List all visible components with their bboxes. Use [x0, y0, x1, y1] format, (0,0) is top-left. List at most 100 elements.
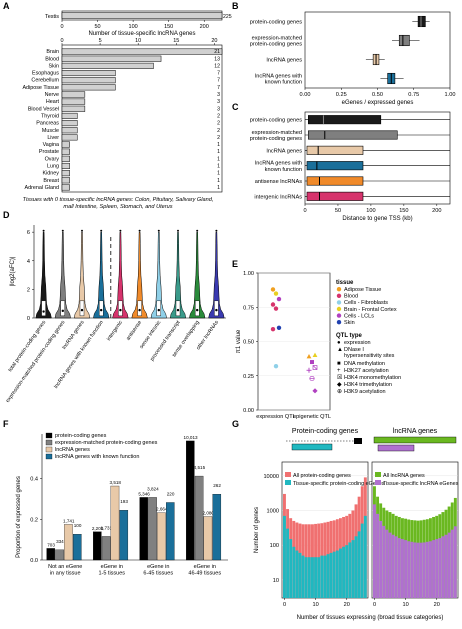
legend-symbol: ▲	[337, 347, 343, 353]
bar	[357, 531, 361, 598]
bar	[101, 536, 111, 561]
tick-label: 10	[273, 578, 279, 584]
point	[273, 306, 279, 311]
legend-symbol: ☒	[337, 374, 342, 381]
category-label: eGene in	[194, 564, 216, 570]
bar	[360, 523, 364, 598]
axis-label: |log2(aFC)|	[10, 256, 16, 286]
bar	[307, 557, 311, 598]
bar-label: Muscle	[42, 128, 59, 134]
bar-label: Skin	[49, 63, 60, 69]
panel-letter-d: D	[3, 210, 10, 220]
panel-letter-a: A	[3, 1, 10, 11]
legend-label: Blood	[344, 294, 358, 300]
tick-label: 0	[373, 602, 376, 608]
bar	[61, 12, 223, 19]
bar	[425, 541, 429, 598]
bar	[391, 534, 395, 598]
violin-box	[60, 300, 65, 317]
legend-swatch	[375, 472, 381, 477]
point	[306, 353, 312, 359]
point	[270, 302, 276, 307]
bar	[61, 141, 70, 148]
outlier-point	[215, 229, 218, 232]
bar	[453, 526, 457, 598]
bar-label: Adrenal Gland	[25, 185, 59, 191]
violin-median	[100, 308, 103, 312]
category-label: total protein-coding genes	[7, 319, 47, 373]
tick-label: 0.75	[243, 305, 254, 311]
data-label: 2,080	[202, 511, 214, 516]
panel-f: 0.0 0.2 0.4 Proportion of expressed genes 70…	[16, 432, 228, 576]
violin-median	[196, 308, 199, 312]
bar	[450, 529, 454, 598]
data-label: 2	[217, 121, 220, 127]
bar	[289, 539, 293, 598]
bar	[301, 555, 305, 598]
category-label: protein-coding genes	[250, 136, 302, 142]
data-label: 21	[214, 49, 220, 55]
category-label: intergenic lncRNAs	[254, 194, 302, 200]
bar	[441, 536, 445, 598]
bar	[432, 540, 436, 598]
point	[310, 360, 314, 365]
bar	[404, 540, 408, 598]
violin	[189, 231, 206, 319]
bar	[157, 512, 166, 561]
violin-median	[157, 308, 160, 312]
bar	[110, 485, 120, 561]
legend-swatch	[336, 313, 342, 318]
legend-swatch	[45, 439, 53, 446]
box	[306, 191, 364, 201]
bar-label: Lung	[47, 164, 59, 170]
bar	[314, 557, 318, 598]
bar	[61, 48, 223, 55]
tick-label: 1.00	[445, 92, 456, 98]
bar	[61, 120, 78, 127]
category-label: 46-49 tissues	[188, 570, 221, 576]
point	[276, 325, 282, 330]
point	[312, 352, 318, 357]
legend-label: expression	[344, 340, 371, 346]
bar	[345, 545, 349, 598]
bar	[61, 55, 162, 62]
violin-box	[41, 300, 46, 317]
legend-label: protein-coding genes	[55, 433, 107, 439]
bar	[203, 516, 213, 561]
outlier-point	[177, 229, 179, 232]
gene-model	[291, 443, 333, 451]
bar	[73, 534, 82, 561]
bar	[46, 548, 56, 561]
legend-label: lncRNA genes with known function	[55, 454, 139, 460]
bar-label: Esophagus	[32, 71, 59, 77]
legend-label: H3K4 trimethylation	[344, 382, 392, 388]
legend-symbol: ■	[337, 361, 341, 367]
bar	[342, 546, 346, 598]
bar	[61, 184, 70, 191]
outlier-point	[119, 229, 122, 232]
bar	[93, 531, 102, 561]
panel-letter-e: E	[232, 259, 238, 269]
bar	[119, 510, 129, 561]
bar	[376, 513, 380, 598]
point	[312, 365, 318, 370]
legend-label: lncRNA genes	[55, 447, 90, 453]
tick-label: 0.75	[408, 92, 419, 98]
bar	[61, 170, 70, 177]
data-label: 7	[217, 85, 220, 91]
bar	[385, 529, 389, 598]
axis-label: Number of genes	[254, 507, 260, 553]
tick-label: 5	[99, 38, 102, 44]
bar	[339, 548, 342, 598]
box	[306, 161, 364, 171]
panel-c: protein-coding genesexpression-matchedpr…	[250, 111, 451, 222]
panel-letter-b: B	[232, 1, 239, 11]
tick-label: 150	[399, 208, 408, 214]
bar	[410, 541, 414, 598]
bar	[413, 542, 417, 598]
violin-median	[42, 310, 45, 313]
violin-median	[215, 308, 218, 312]
category-label: protein-coding genes	[250, 20, 302, 26]
bar	[351, 540, 355, 598]
box	[307, 115, 382, 125]
